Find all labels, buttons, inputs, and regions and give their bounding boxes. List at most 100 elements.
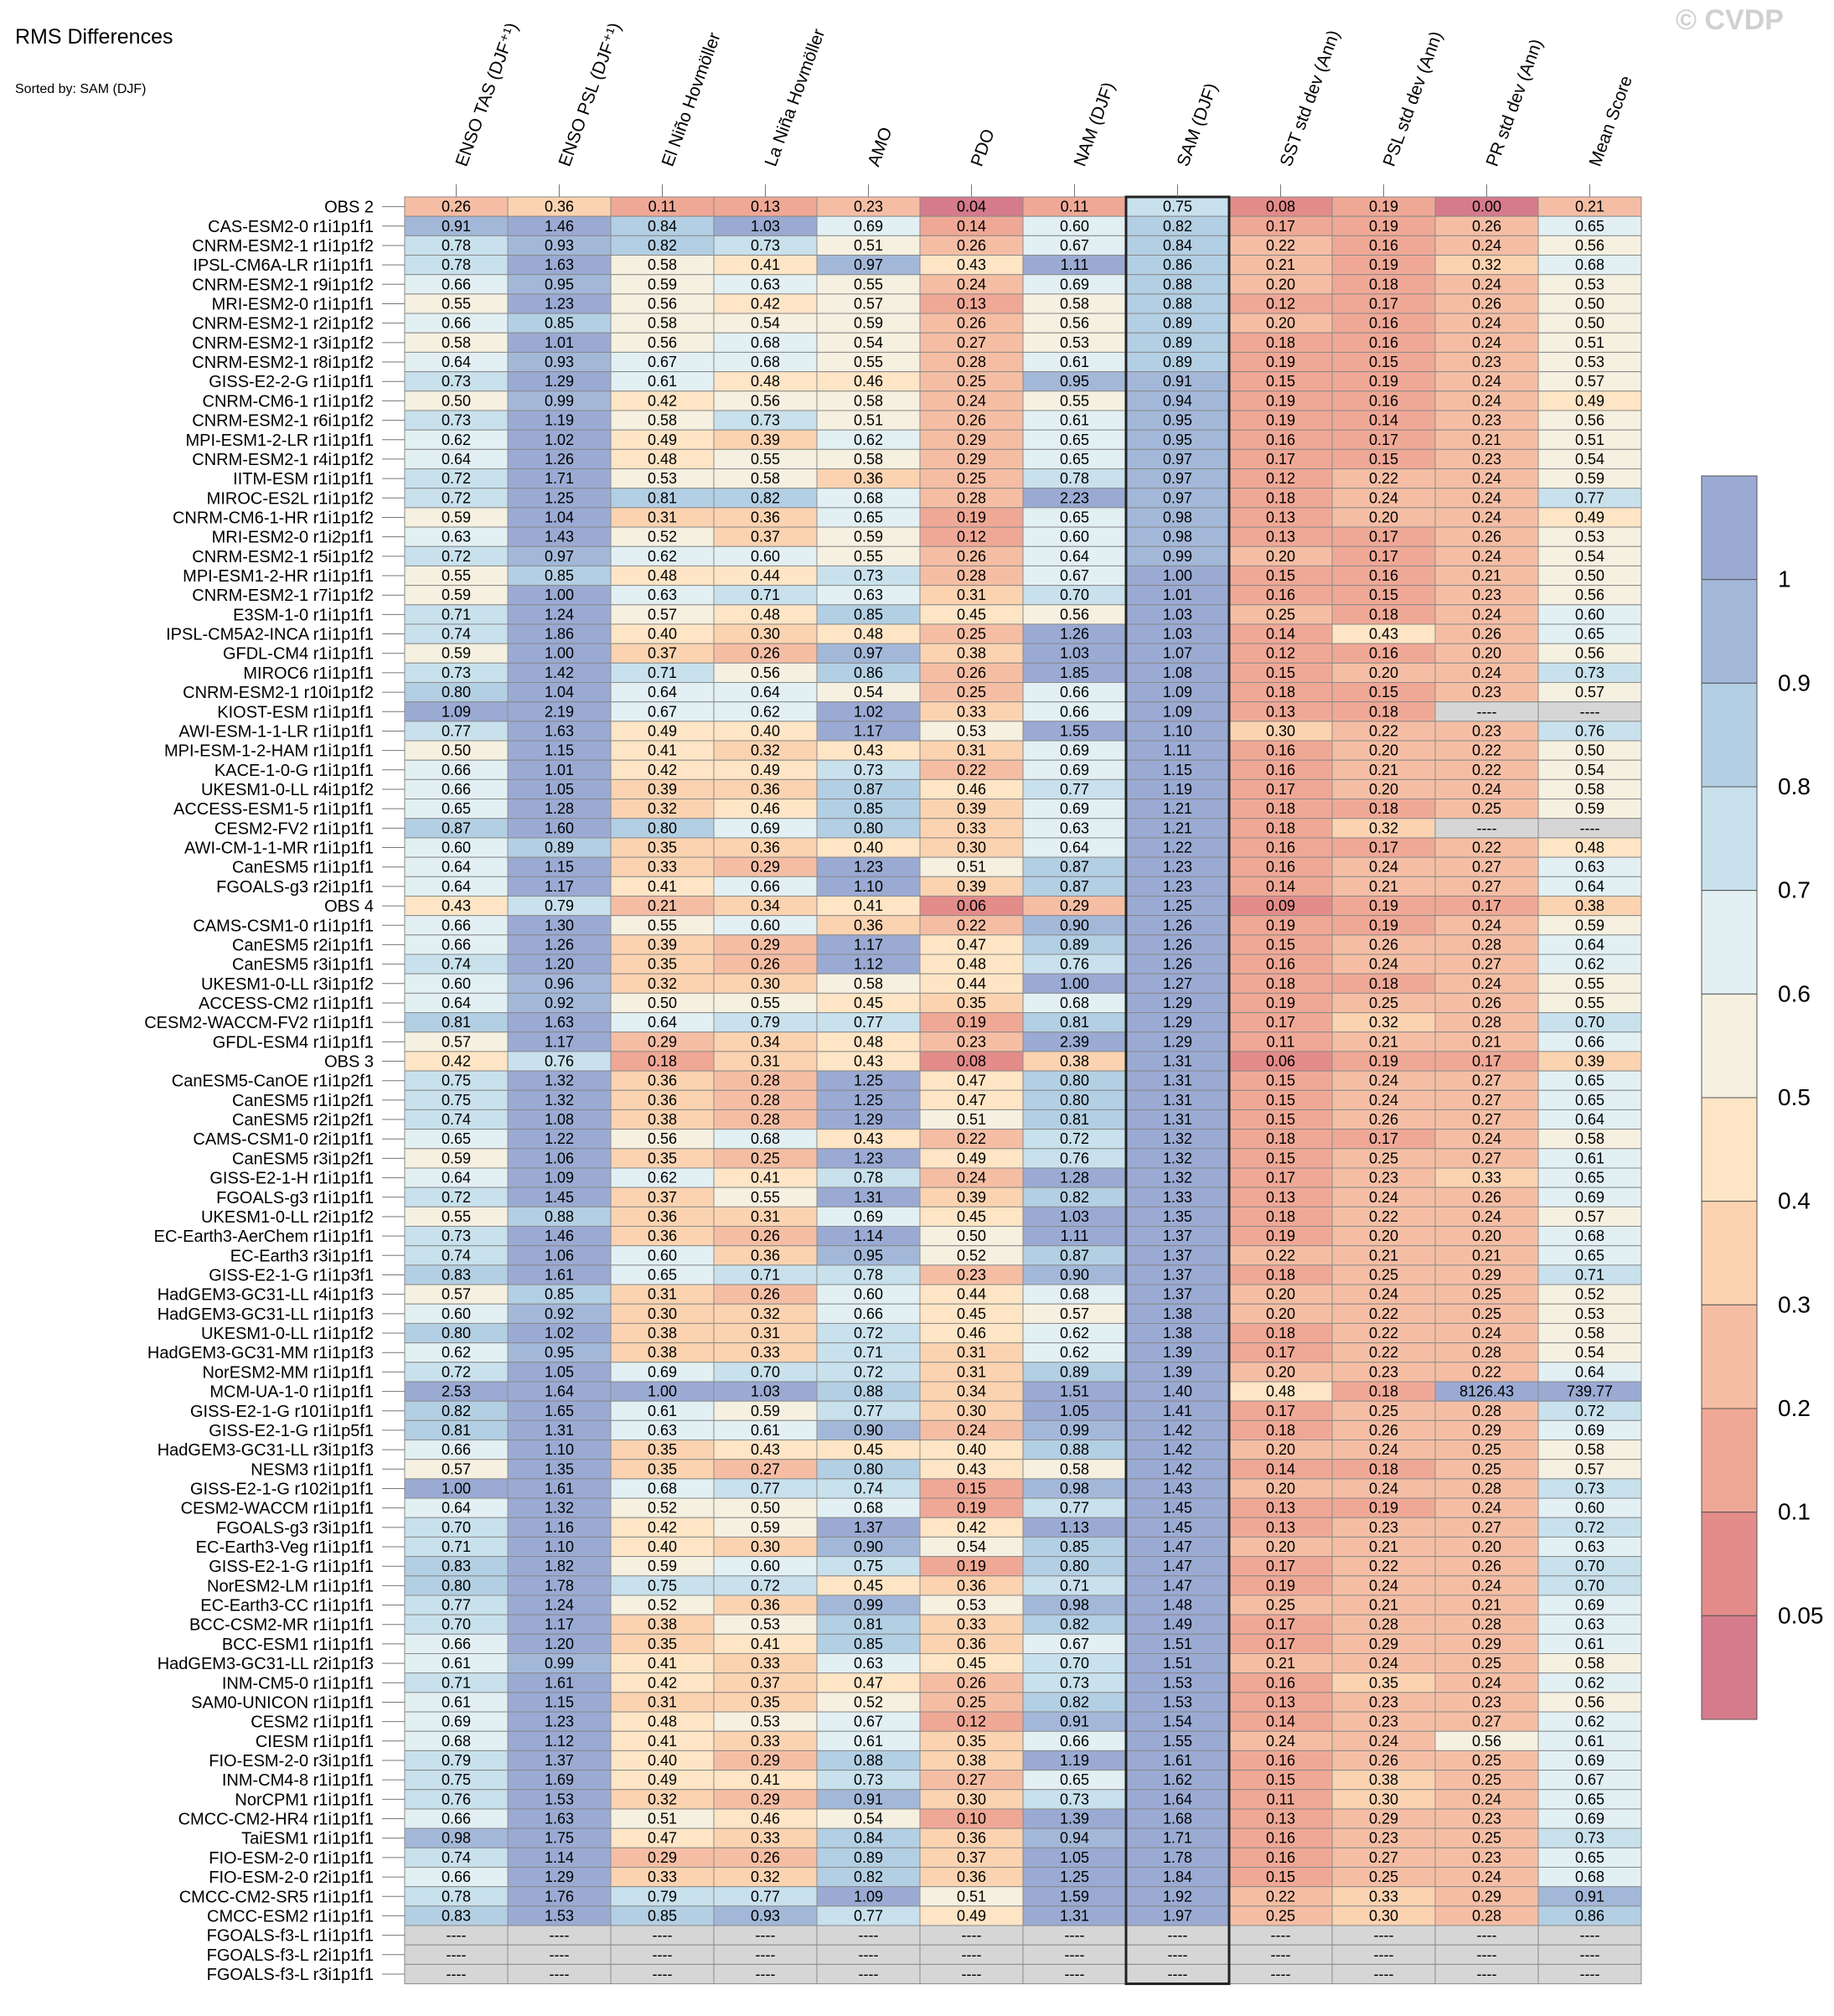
cell-value: 0.28 [1472, 1014, 1501, 1031]
cell-value: 0.63 [648, 1422, 677, 1439]
cell-value: 0.63 [1575, 1616, 1604, 1633]
cell-value: 0.25 [1472, 1441, 1501, 1458]
row-label: IPSL-CM6A-LR r1i1p1f1 [193, 256, 374, 275]
colorbar-swatch [1701, 786, 1758, 892]
cell-value: 0.43 [1369, 626, 1398, 643]
cell-value: 0.46 [854, 373, 883, 390]
cell-value: 0.33 [751, 1344, 780, 1361]
cell-value: 0.56 [1575, 645, 1604, 662]
cell-value: 0.17 [1369, 529, 1398, 545]
cell-value: 0.49 [957, 1907, 986, 1924]
cell-value: 0.36 [545, 199, 574, 215]
cell-value: 0.23 [1472, 412, 1501, 429]
cell-value: 0.39 [1575, 1053, 1604, 1070]
cell-value: 1.32 [1163, 1130, 1192, 1147]
cell-value: 0.20 [1369, 1228, 1398, 1244]
cell-value: 0.16 [1266, 859, 1295, 876]
cell-value: 0.22 [1472, 840, 1501, 856]
cell-value: 0.33 [648, 859, 677, 876]
cell-value: 0.72 [1575, 1519, 1604, 1536]
cell-value: 1.32 [1163, 1170, 1192, 1186]
cell-value: 0.53 [648, 470, 677, 487]
colorbar-label: 0.9 [1778, 669, 1811, 695]
cell-value: 0.70 [1575, 1577, 1604, 1594]
cell-value: 0.17 [1369, 840, 1398, 856]
cell-value: 0.33 [957, 703, 986, 720]
cell-value: 0.56 [648, 334, 677, 351]
cell-value: 0.93 [751, 1907, 780, 1924]
cell-value: 1.55 [1163, 1733, 1192, 1750]
cell-value: 0.49 [957, 1150, 986, 1166]
cell-value: 0.28 [957, 567, 986, 584]
cell-value: 0.74 [442, 626, 471, 643]
cell-value: 0.16 [1266, 1752, 1295, 1769]
cell-value: 0.69 [751, 819, 780, 836]
cell-value: 0.39 [648, 781, 677, 798]
cell-value: 1.19 [1060, 1752, 1089, 1769]
cell-value: 0.69 [442, 1714, 471, 1730]
cell-value: 0.19 [957, 1500, 986, 1517]
cell-value: 0.22 [1472, 1363, 1501, 1380]
row-label: NESM3 r1i1p1f1 [251, 1460, 374, 1479]
cell-value: 0.85 [545, 1286, 574, 1303]
cell-value: 1.60 [545, 819, 574, 836]
cell-value: ---- [756, 1927, 776, 1944]
cell-value: 0.28 [1472, 1480, 1501, 1496]
cell-value: 1.23 [854, 859, 883, 876]
colorbar-swatch [1701, 1097, 1758, 1202]
cell-value: 0.20 [1472, 1228, 1501, 1244]
cell-value: 0.80 [442, 1577, 471, 1594]
cell-value: 0.35 [648, 1150, 677, 1166]
cell-value: 0.64 [442, 1500, 471, 1517]
cell-value: 0.24 [1369, 1733, 1398, 1750]
cell-value: 0.48 [648, 451, 677, 468]
cell-value: 0.73 [751, 412, 780, 429]
cell-value: 0.18 [1369, 800, 1398, 817]
cell-value: 0.81 [854, 1616, 883, 1633]
cell-value: 0.66 [442, 1811, 471, 1827]
cell-value: 1.71 [545, 470, 574, 487]
cell-value: 0.72 [442, 1363, 471, 1380]
cell-value: 0.57 [442, 1033, 471, 1050]
row-label: NorESM2-MM r1i1p1f1 [202, 1363, 374, 1382]
cell-value: 0.18 [1369, 606, 1398, 623]
cell-value: 0.23 [1472, 451, 1501, 468]
cell-value: 1.65 [545, 1403, 574, 1419]
column-label: SAM (DJF) [1174, 80, 1222, 168]
cell-value: 0.29 [1472, 1888, 1501, 1905]
cell-value: 0.52 [648, 1500, 677, 1517]
cell-value: 1.23 [545, 1714, 574, 1730]
cell-value: 0.27 [1472, 878, 1501, 895]
row-label: HadGEM3-GC31-LL r4i1p1f3 [158, 1286, 374, 1305]
cell-value: 0.36 [957, 1636, 986, 1652]
cell-value: 0.65 [648, 1266, 677, 1283]
cell-value: 1.33 [1163, 1189, 1192, 1206]
cell-value: 0.30 [957, 840, 986, 856]
row-label: GISS-E2-1-G r102i1p1f1 [190, 1480, 374, 1498]
chart-subtitle: Sorted by: SAM (DJF) [15, 82, 147, 96]
cell-value: 1.45 [545, 1189, 574, 1206]
cell-value: ---- [1374, 1966, 1394, 1982]
cell-value: 0.15 [1266, 1111, 1295, 1128]
cell-value: 0.48 [854, 626, 883, 643]
cell-value: ---- [653, 1927, 673, 1944]
cell-value: 0.23 [854, 199, 883, 215]
cell-value: 0.46 [957, 781, 986, 798]
column-label: PDO [968, 127, 999, 169]
cell-value: ---- [550, 1927, 570, 1944]
cell-value: 1.03 [1163, 626, 1192, 643]
cell-value: 0.54 [854, 334, 883, 351]
cell-value: 0.73 [1575, 664, 1604, 681]
cell-value: 0.69 [1060, 742, 1089, 759]
cell-value: 0.79 [751, 1014, 780, 1031]
colorbar-label: 0.8 [1778, 773, 1811, 799]
cell-value: 0.18 [1266, 1130, 1295, 1147]
cell-value: 0.51 [957, 859, 986, 876]
cell-value: 0.55 [854, 548, 883, 565]
row-label: CanESM5 r2i1p1f1 [232, 936, 374, 954]
cell-value: 0.43 [854, 1130, 883, 1147]
cell-value: 0.97 [1163, 489, 1192, 506]
cell-value: 0.80 [442, 1325, 471, 1341]
column-label: Mean Score [1586, 73, 1636, 168]
cell-value: 0.43 [957, 256, 986, 273]
